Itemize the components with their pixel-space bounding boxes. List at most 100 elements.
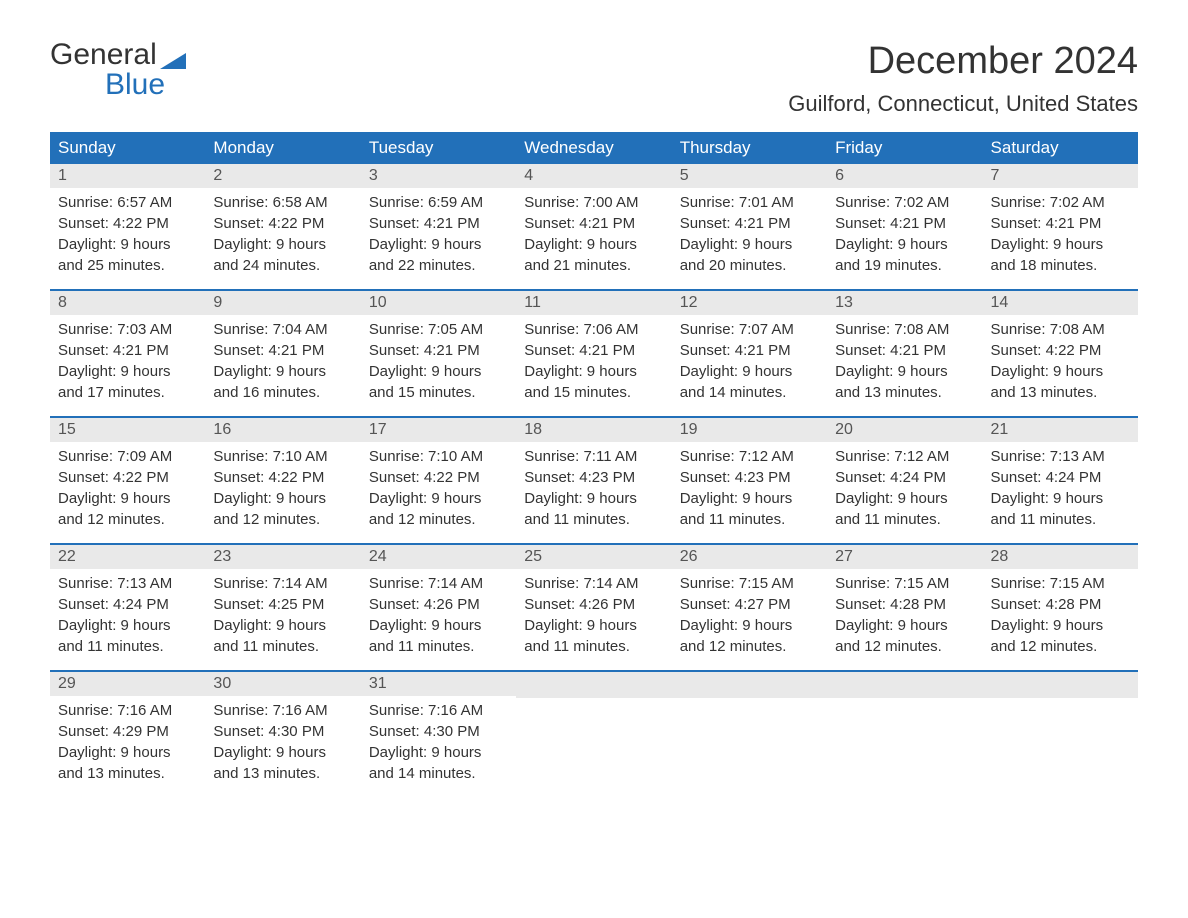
day-number: 4 <box>516 164 671 188</box>
sunset-text: Sunset: 4:30 PM <box>369 721 508 742</box>
day-cell: 11Sunrise: 7:06 AMSunset: 4:21 PMDayligh… <box>516 291 671 416</box>
day-cell: 21Sunrise: 7:13 AMSunset: 4:24 PMDayligh… <box>983 418 1138 543</box>
day-cell: 20Sunrise: 7:12 AMSunset: 4:24 PMDayligh… <box>827 418 982 543</box>
daylight-text-line2: and 15 minutes. <box>369 382 508 403</box>
daylight-text-line1: Daylight: 9 hours <box>213 488 352 509</box>
day-cell: 22Sunrise: 7:13 AMSunset: 4:24 PMDayligh… <box>50 545 205 670</box>
day-content: Sunrise: 7:13 AMSunset: 4:24 PMDaylight:… <box>50 569 205 663</box>
daylight-text-line2: and 24 minutes. <box>213 255 352 276</box>
daylight-text-line1: Daylight: 9 hours <box>369 361 508 382</box>
sunrise-text: Sunrise: 7:11 AM <box>524 446 663 467</box>
daylight-text-line2: and 12 minutes. <box>835 636 974 657</box>
daylight-text-line2: and 11 minutes. <box>369 636 508 657</box>
day-cell: 31Sunrise: 7:16 AMSunset: 4:30 PMDayligh… <box>361 672 516 797</box>
daylight-text-line2: and 14 minutes. <box>680 382 819 403</box>
day-header-row: Sunday Monday Tuesday Wednesday Thursday… <box>50 132 1138 164</box>
sunset-text: Sunset: 4:21 PM <box>680 213 819 234</box>
sunset-text: Sunset: 4:21 PM <box>58 340 197 361</box>
daylight-text-line2: and 22 minutes. <box>369 255 508 276</box>
daylight-text-line1: Daylight: 9 hours <box>991 234 1130 255</box>
day-number: 23 <box>205 545 360 569</box>
sunrise-text: Sunrise: 7:09 AM <box>58 446 197 467</box>
sunset-text: Sunset: 4:23 PM <box>680 467 819 488</box>
logo-text-general: General <box>50 40 157 70</box>
daylight-text-line2: and 11 minutes. <box>991 509 1130 530</box>
sunrise-text: Sunrise: 7:00 AM <box>524 192 663 213</box>
daylight-text-line1: Daylight: 9 hours <box>835 234 974 255</box>
day-number: 27 <box>827 545 982 569</box>
daylight-text-line2: and 25 minutes. <box>58 255 197 276</box>
day-cell: 24Sunrise: 7:14 AMSunset: 4:26 PMDayligh… <box>361 545 516 670</box>
daylight-text-line1: Daylight: 9 hours <box>680 615 819 636</box>
day-content: Sunrise: 7:09 AMSunset: 4:22 PMDaylight:… <box>50 442 205 536</box>
sunrise-text: Sunrise: 7:14 AM <box>369 573 508 594</box>
sunrise-text: Sunrise: 6:58 AM <box>213 192 352 213</box>
day-cell: 28Sunrise: 7:15 AMSunset: 4:28 PMDayligh… <box>983 545 1138 670</box>
sunrise-text: Sunrise: 7:14 AM <box>213 573 352 594</box>
sunrise-text: Sunrise: 7:16 AM <box>213 700 352 721</box>
sunrise-text: Sunrise: 7:03 AM <box>58 319 197 340</box>
daylight-text-line1: Daylight: 9 hours <box>369 615 508 636</box>
day-content: Sunrise: 7:16 AMSunset: 4:30 PMDaylight:… <box>205 696 360 790</box>
daylight-text-line2: and 12 minutes. <box>680 636 819 657</box>
day-content: Sunrise: 7:10 AMSunset: 4:22 PMDaylight:… <box>205 442 360 536</box>
sunrise-text: Sunrise: 7:08 AM <box>991 319 1130 340</box>
daylight-text-line2: and 11 minutes. <box>213 636 352 657</box>
calendar-body: 1Sunrise: 6:57 AMSunset: 4:22 PMDaylight… <box>50 164 1138 797</box>
sunset-text: Sunset: 4:23 PM <box>524 467 663 488</box>
day-cell: 12Sunrise: 7:07 AMSunset: 4:21 PMDayligh… <box>672 291 827 416</box>
day-number: 28 <box>983 545 1138 569</box>
day-number: 26 <box>672 545 827 569</box>
week-row: 8Sunrise: 7:03 AMSunset: 4:21 PMDaylight… <box>50 289 1138 416</box>
week-row: 29Sunrise: 7:16 AMSunset: 4:29 PMDayligh… <box>50 670 1138 797</box>
day-number: 16 <box>205 418 360 442</box>
day-number: 21 <box>983 418 1138 442</box>
week-row: 1Sunrise: 6:57 AMSunset: 4:22 PMDaylight… <box>50 164 1138 289</box>
sunrise-text: Sunrise: 7:08 AM <box>835 319 974 340</box>
day-cell <box>827 672 982 797</box>
day-content: Sunrise: 6:59 AMSunset: 4:21 PMDaylight:… <box>361 188 516 282</box>
sunset-text: Sunset: 4:21 PM <box>835 213 974 234</box>
logo: General Blue <box>50 40 186 100</box>
day-content: Sunrise: 7:15 AMSunset: 4:28 PMDaylight:… <box>827 569 982 663</box>
sunrise-text: Sunrise: 7:12 AM <box>680 446 819 467</box>
sunset-text: Sunset: 4:21 PM <box>524 340 663 361</box>
day-header-friday: Friday <box>827 132 982 164</box>
sunset-text: Sunset: 4:30 PM <box>213 721 352 742</box>
daylight-text-line1: Daylight: 9 hours <box>369 742 508 763</box>
daylight-text-line1: Daylight: 9 hours <box>58 488 197 509</box>
day-content: Sunrise: 7:05 AMSunset: 4:21 PMDaylight:… <box>361 315 516 409</box>
sunrise-text: Sunrise: 7:15 AM <box>680 573 819 594</box>
day-cell: 25Sunrise: 7:14 AMSunset: 4:26 PMDayligh… <box>516 545 671 670</box>
day-header-saturday: Saturday <box>983 132 1138 164</box>
daylight-text-line1: Daylight: 9 hours <box>58 615 197 636</box>
sunset-text: Sunset: 4:24 PM <box>835 467 974 488</box>
day-number: 25 <box>516 545 671 569</box>
day-cell: 8Sunrise: 7:03 AMSunset: 4:21 PMDaylight… <box>50 291 205 416</box>
sunset-text: Sunset: 4:21 PM <box>680 340 819 361</box>
daylight-text-line1: Daylight: 9 hours <box>213 615 352 636</box>
day-content: Sunrise: 7:03 AMSunset: 4:21 PMDaylight:… <box>50 315 205 409</box>
day-cell: 9Sunrise: 7:04 AMSunset: 4:21 PMDaylight… <box>205 291 360 416</box>
sunrise-text: Sunrise: 7:16 AM <box>369 700 508 721</box>
day-number: 19 <box>672 418 827 442</box>
day-content: Sunrise: 7:08 AMSunset: 4:21 PMDaylight:… <box>827 315 982 409</box>
sunset-text: Sunset: 4:22 PM <box>58 467 197 488</box>
sunrise-text: Sunrise: 7:15 AM <box>835 573 974 594</box>
sunrise-text: Sunrise: 7:04 AM <box>213 319 352 340</box>
day-header-monday: Monday <box>205 132 360 164</box>
daylight-text-line1: Daylight: 9 hours <box>835 361 974 382</box>
day-cell: 19Sunrise: 7:12 AMSunset: 4:23 PMDayligh… <box>672 418 827 543</box>
daylight-text-line1: Daylight: 9 hours <box>680 234 819 255</box>
location-subtitle: Guilford, Connecticut, United States <box>788 91 1138 117</box>
day-number <box>983 672 1138 698</box>
daylight-text-line2: and 19 minutes. <box>835 255 974 276</box>
daylight-text-line2: and 13 minutes. <box>58 763 197 784</box>
day-cell: 30Sunrise: 7:16 AMSunset: 4:30 PMDayligh… <box>205 672 360 797</box>
sunset-text: Sunset: 4:28 PM <box>835 594 974 615</box>
daylight-text-line1: Daylight: 9 hours <box>835 488 974 509</box>
day-cell <box>672 672 827 797</box>
sunrise-text: Sunrise: 7:15 AM <box>991 573 1130 594</box>
day-content: Sunrise: 7:12 AMSunset: 4:24 PMDaylight:… <box>827 442 982 536</box>
day-cell: 29Sunrise: 7:16 AMSunset: 4:29 PMDayligh… <box>50 672 205 797</box>
